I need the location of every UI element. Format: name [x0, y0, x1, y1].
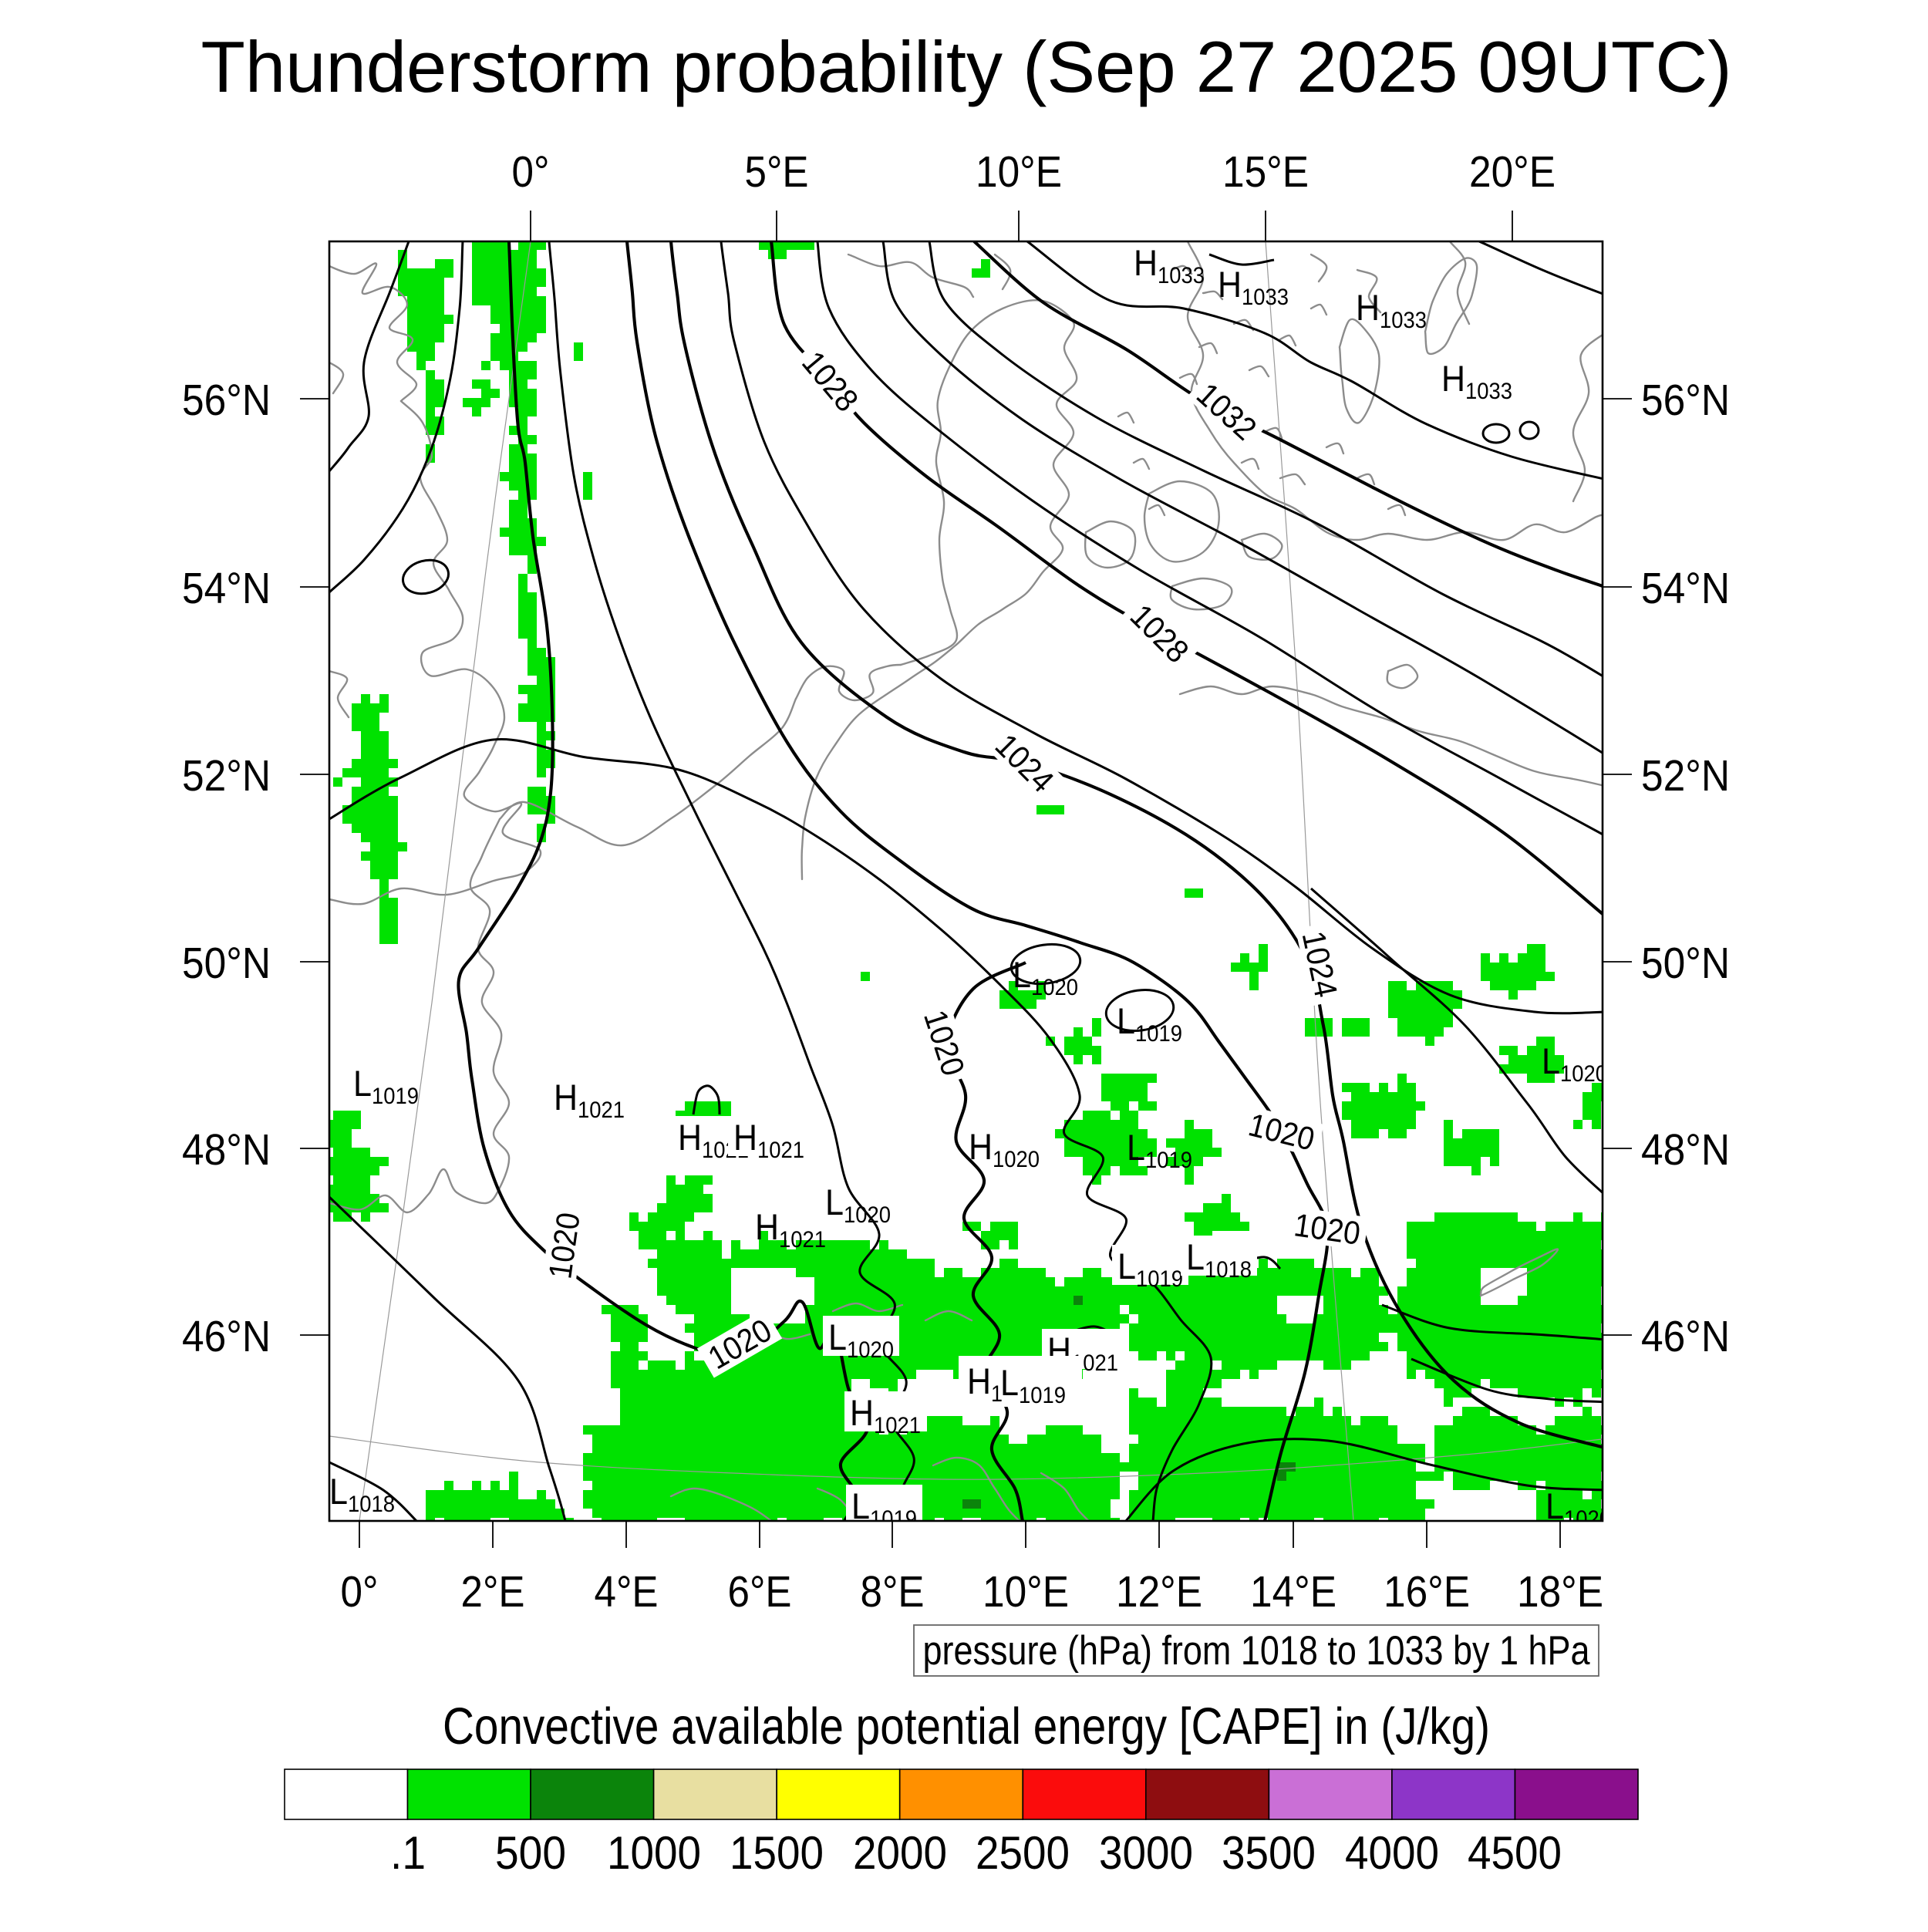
svg-text:1033: 1033	[1465, 379, 1512, 404]
svg-text:2000: 2000	[853, 1827, 947, 1879]
svg-text:3500: 3500	[1222, 1827, 1316, 1879]
svg-text:2500: 2500	[976, 1827, 1070, 1879]
svg-text:500: 500	[495, 1827, 566, 1879]
svg-text:16°E: 16°E	[1384, 1567, 1470, 1617]
svg-text:54°N: 54°N	[1641, 564, 1730, 613]
svg-text:4500: 4500	[1468, 1827, 1562, 1879]
svg-text:L: L	[828, 1317, 847, 1357]
svg-text:L: L	[1013, 954, 1031, 995]
svg-text:1021: 1021	[578, 1097, 625, 1123]
svg-text:L: L	[1117, 1000, 1135, 1041]
svg-text:.1: .1	[390, 1827, 426, 1879]
svg-text:H: H	[969, 1126, 993, 1167]
svg-text:H: H	[755, 1206, 779, 1247]
svg-text:1021: 1021	[779, 1227, 826, 1253]
svg-text:Convective available potential: Convective available potential energy [C…	[443, 1698, 1490, 1755]
svg-text:48°N: 48°N	[182, 1125, 271, 1175]
svg-text:56°N: 56°N	[1641, 376, 1730, 425]
svg-text:L: L	[1000, 1362, 1019, 1403]
svg-text:8°E: 8°E	[861, 1567, 925, 1617]
svg-text:2°E: 2°E	[461, 1567, 525, 1617]
svg-text:1020: 1020	[1560, 1061, 1607, 1087]
svg-text:52°N: 52°N	[182, 751, 271, 801]
svg-text:pressure (hPa) from 1018 to 10: pressure (hPa) from 1018 to 1033 by 1 hP…	[923, 1628, 1590, 1674]
svg-text:1020: 1020	[1031, 975, 1078, 1000]
svg-text:L: L	[1186, 1236, 1205, 1277]
svg-text:H: H	[967, 1360, 991, 1401]
svg-text:L: L	[329, 1471, 348, 1512]
svg-text:14°E: 14°E	[1250, 1567, 1336, 1617]
svg-text:46°N: 46°N	[1641, 1312, 1730, 1361]
svg-text:Thunderstorm probability (Sep: Thunderstorm probability (Sep 27 2025 09…	[201, 26, 1732, 107]
svg-text:H: H	[1356, 287, 1380, 328]
svg-text:0°: 0°	[341, 1567, 379, 1617]
svg-text:5°E: 5°E	[745, 147, 809, 197]
svg-text:1033: 1033	[1242, 285, 1289, 310]
svg-text:1021: 1021	[874, 1413, 921, 1438]
svg-text:1019: 1019	[372, 1084, 419, 1109]
svg-text:1019: 1019	[1135, 1021, 1182, 1047]
svg-text:L: L	[825, 1182, 844, 1222]
svg-text:L: L	[1117, 1246, 1136, 1286]
svg-text:H: H	[554, 1077, 578, 1118]
svg-text:54°N: 54°N	[182, 564, 271, 613]
svg-text:1020: 1020	[1564, 1506, 1611, 1532]
svg-text:10°E: 10°E	[983, 1567, 1069, 1617]
svg-text:1019: 1019	[1136, 1266, 1183, 1292]
svg-text:1000: 1000	[607, 1827, 701, 1879]
svg-text:1020: 1020	[844, 1202, 891, 1228]
svg-text:1018: 1018	[1205, 1257, 1252, 1283]
svg-text:10°E: 10°E	[976, 147, 1062, 197]
svg-text:50°N: 50°N	[182, 939, 271, 988]
svg-text:52°N: 52°N	[1641, 751, 1730, 801]
svg-text:1019: 1019	[1019, 1383, 1066, 1408]
svg-text:1033: 1033	[1158, 263, 1205, 288]
svg-text:H: H	[1441, 358, 1465, 399]
svg-text:1033: 1033	[1380, 308, 1427, 333]
svg-text:L: L	[851, 1485, 870, 1526]
svg-text:48°N: 48°N	[1641, 1125, 1730, 1175]
svg-text:18°E: 18°E	[1517, 1567, 1603, 1617]
svg-text:3000: 3000	[1099, 1827, 1193, 1879]
svg-text:4000: 4000	[1345, 1827, 1439, 1879]
svg-text:H: H	[850, 1392, 874, 1433]
svg-text:6°E: 6°E	[728, 1567, 792, 1617]
svg-text:H: H	[1218, 264, 1242, 305]
svg-text:15°E: 15°E	[1222, 147, 1309, 197]
svg-text:L: L	[353, 1063, 372, 1104]
svg-text:4°E: 4°E	[595, 1567, 659, 1617]
svg-text:46°N: 46°N	[182, 1312, 271, 1361]
svg-text:H: H	[678, 1117, 702, 1158]
svg-text:1020: 1020	[993, 1147, 1040, 1172]
svg-text:1: 1	[991, 1381, 1003, 1407]
svg-text:H: H	[1134, 242, 1158, 283]
svg-text:1018: 1018	[348, 1492, 395, 1517]
svg-text:1019: 1019	[1145, 1148, 1192, 1173]
svg-text:H: H	[733, 1117, 757, 1158]
svg-text:56°N: 56°N	[182, 376, 271, 425]
svg-text:20°E: 20°E	[1469, 147, 1556, 197]
svg-text:1019: 1019	[870, 1506, 917, 1532]
svg-text:1021: 1021	[757, 1138, 804, 1163]
svg-text:50°N: 50°N	[1641, 939, 1730, 988]
svg-text:1500: 1500	[730, 1827, 824, 1879]
svg-text:L: L	[1542, 1040, 1560, 1081]
svg-text:L: L	[1127, 1127, 1145, 1168]
svg-text:L: L	[1545, 1485, 1564, 1526]
svg-text:1020: 1020	[847, 1337, 894, 1363]
svg-text:12°E: 12°E	[1116, 1567, 1202, 1617]
svg-text:0°: 0°	[512, 147, 550, 197]
